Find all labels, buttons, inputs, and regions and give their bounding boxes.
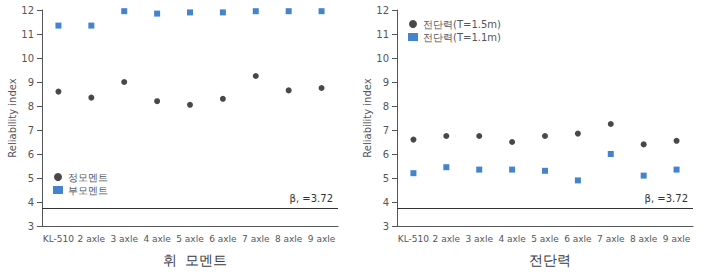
- svg-text:Reliability index: Reliability index: [7, 78, 18, 157]
- svg-text:전단력(T=1.5m): 전단력(T=1.5m): [423, 19, 501, 30]
- svg-text:9: 9: [383, 77, 389, 88]
- svg-text:3: 3: [383, 221, 389, 232]
- svg-text:4: 4: [383, 197, 389, 208]
- svg-text:7 axle: 7 axle: [242, 234, 270, 244]
- svg-text:부모멘트: 부모멘트: [68, 185, 108, 196]
- svg-text:7: 7: [28, 125, 34, 136]
- svg-text:6 axle: 6 axle: [209, 234, 237, 244]
- svg-text:6 axle: 6 axle: [564, 234, 592, 244]
- svg-text:6: 6: [383, 149, 389, 160]
- svg-text:3 axle: 3 axle: [110, 234, 138, 244]
- svg-text:KL-510: KL-510: [43, 234, 74, 244]
- svg-text:4 axle: 4 axle: [143, 234, 171, 244]
- svg-text:3 axle: 3 axle: [465, 234, 493, 244]
- svg-text:전단력(T=1.1m): 전단력(T=1.1m): [423, 32, 501, 43]
- svg-text:5: 5: [383, 173, 389, 184]
- svg-text:12: 12: [21, 5, 34, 16]
- svg-text:10: 10: [21, 53, 34, 64]
- svg-text:2 axle: 2 axle: [433, 234, 461, 244]
- svg-text:4: 4: [28, 197, 34, 208]
- svg-text:2 axle: 2 axle: [78, 234, 106, 244]
- svg-text:β, =3.72: β, =3.72: [290, 193, 333, 204]
- svg-text:정모멘트: 정모멘트: [68, 172, 108, 183]
- svg-text:휘 모멘트: 휘 모멘트: [163, 252, 228, 268]
- svg-text:8: 8: [383, 101, 389, 112]
- svg-text:8 axle: 8 axle: [275, 234, 303, 244]
- svg-text:5 axle: 5 axle: [176, 234, 204, 244]
- svg-text:11: 11: [21, 29, 34, 40]
- svg-text:8: 8: [28, 101, 34, 112]
- svg-text:5: 5: [28, 173, 34, 184]
- svg-text:β, =3.72: β, =3.72: [645, 193, 688, 204]
- svg-text:3: 3: [28, 221, 34, 232]
- svg-text:8 axle: 8 axle: [630, 234, 658, 244]
- svg-text:10: 10: [376, 53, 389, 64]
- svg-text:9: 9: [28, 77, 34, 88]
- svg-text:4 axle: 4 axle: [498, 234, 526, 244]
- svg-text:5 axle: 5 axle: [531, 234, 559, 244]
- svg-text:11: 11: [376, 29, 389, 40]
- svg-text:6: 6: [28, 149, 34, 160]
- svg-text:7: 7: [383, 125, 389, 136]
- svg-text:전단력: 전단력: [529, 252, 571, 268]
- svg-text:9 axle: 9 axle: [663, 234, 691, 244]
- svg-text:Reliability index: Reliability index: [362, 78, 373, 157]
- svg-text:9 axle: 9 axle: [308, 234, 336, 244]
- svg-text:KL-510: KL-510: [398, 234, 429, 244]
- svg-text:7 axle: 7 axle: [597, 234, 625, 244]
- svg-text:12: 12: [376, 5, 389, 16]
